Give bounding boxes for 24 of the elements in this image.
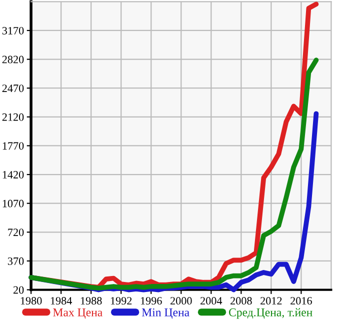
x-tick-label: 1984	[50, 297, 72, 305]
y-tick-label: 3170	[2, 26, 24, 34]
y-tick-label: 2820	[2, 56, 24, 64]
y-tick-label: 2120	[2, 113, 24, 121]
legend-label: Min Цена	[142, 308, 190, 319]
y-tick-label: 2470	[2, 84, 24, 92]
x-tick-label: 1988	[80, 297, 102, 305]
x-tick-label: 1980	[20, 297, 42, 305]
line-series	[28, 58, 319, 291]
legend-label: Max Цена	[53, 308, 102, 319]
x-tick-label: 2000	[170, 297, 192, 305]
y-tick-label: 1770	[2, 142, 24, 150]
y-tick-label: 20	[13, 286, 24, 294]
y-tick-label: 1070	[2, 200, 24, 208]
x-tick-label: 2008	[230, 297, 252, 305]
x-tick-label: 2016	[290, 297, 312, 305]
x-tick-label: 2004	[200, 297, 222, 305]
x-tick-label: 1992	[110, 297, 132, 305]
y-tick-label: 370	[8, 257, 24, 265]
x-tick-label: 1996	[140, 297, 162, 305]
y-tick-label: 720	[8, 228, 24, 236]
legend-label: Сред.Цена, т.йен	[229, 308, 312, 319]
y-tick-label: 1420	[2, 171, 24, 178]
x-tick-label: 2012	[260, 297, 282, 305]
